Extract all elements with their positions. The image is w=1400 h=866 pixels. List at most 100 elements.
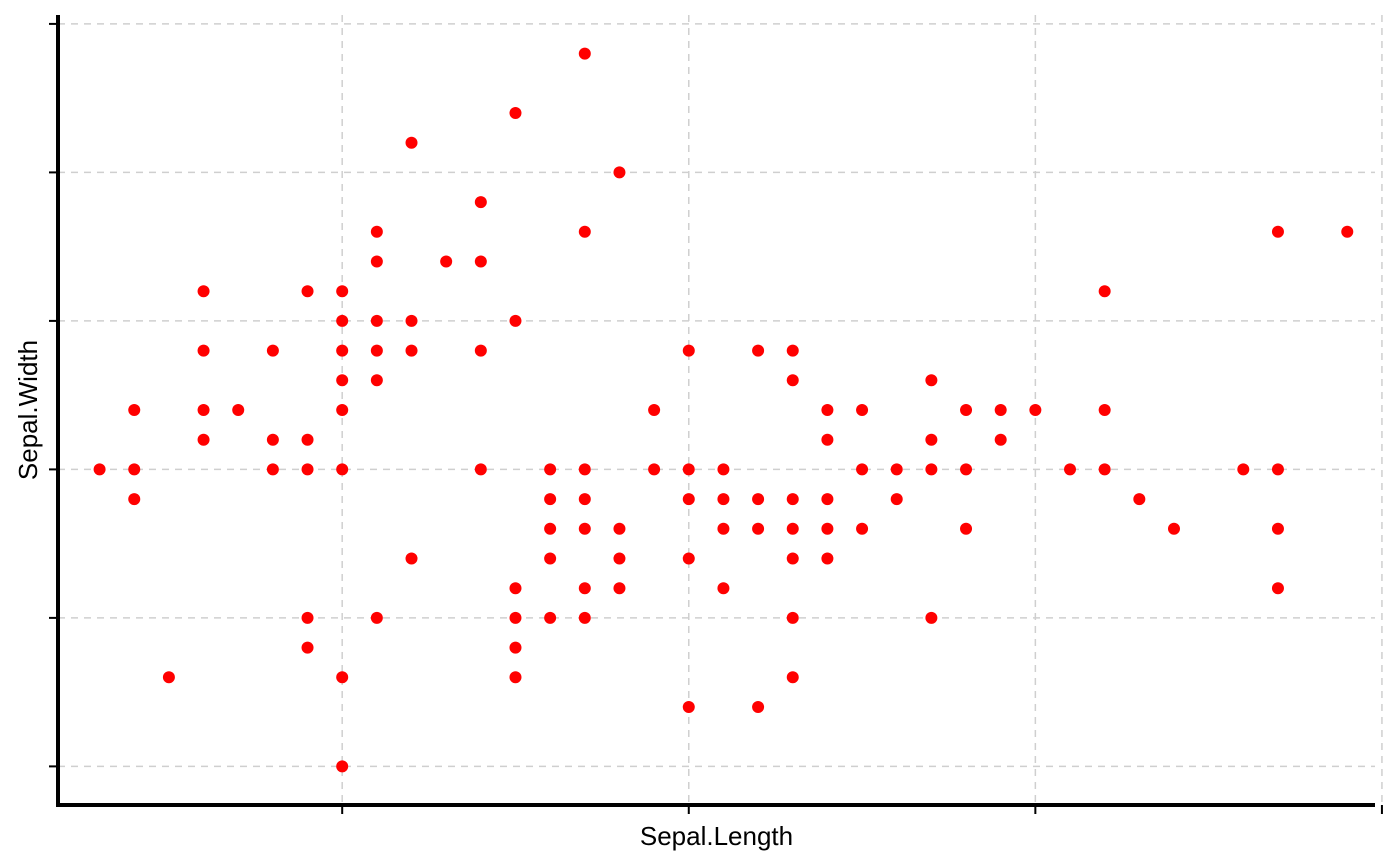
data-point	[509, 641, 522, 654]
data-point	[301, 433, 314, 446]
x-axis-title: Sepal.Length	[640, 821, 793, 851]
data-points	[93, 47, 1354, 773]
data-point	[752, 700, 765, 713]
data-point	[578, 463, 591, 476]
data-point	[197, 285, 210, 298]
data-point	[682, 552, 695, 565]
data-point	[336, 344, 349, 357]
data-point	[890, 493, 903, 506]
data-point	[925, 374, 938, 387]
data-point	[682, 344, 695, 357]
data-point	[336, 314, 349, 327]
data-point	[1167, 522, 1180, 535]
data-point	[1237, 463, 1250, 476]
data-point	[960, 463, 973, 476]
data-point	[717, 522, 730, 535]
data-point	[509, 671, 522, 684]
data-point	[821, 493, 834, 506]
data-point	[717, 493, 730, 506]
data-point	[821, 522, 834, 535]
data-point	[786, 344, 799, 357]
data-point	[197, 344, 210, 357]
data-point	[1271, 463, 1284, 476]
data-point	[266, 463, 279, 476]
data-point	[648, 463, 661, 476]
data-point	[856, 404, 869, 416]
data-point	[370, 374, 383, 387]
data-point	[578, 582, 591, 595]
data-point	[578, 493, 591, 506]
data-point	[1098, 463, 1111, 476]
data-point	[474, 344, 487, 357]
data-point	[994, 433, 1007, 446]
data-point	[544, 493, 557, 506]
data-point	[1271, 225, 1284, 238]
data-point	[266, 344, 279, 357]
data-point	[301, 611, 314, 624]
data-point	[856, 522, 869, 535]
data-point	[162, 671, 175, 684]
data-point	[717, 582, 730, 595]
data-point	[821, 404, 834, 416]
data-point	[128, 463, 141, 476]
data-point	[578, 611, 591, 624]
data-point	[925, 463, 938, 476]
data-point	[752, 522, 765, 535]
data-point	[128, 493, 141, 506]
data-point	[578, 225, 591, 238]
data-point	[301, 463, 314, 476]
data-point	[266, 433, 279, 446]
data-point	[405, 314, 418, 327]
data-point	[509, 611, 522, 624]
data-point	[474, 196, 487, 209]
data-point	[717, 463, 730, 476]
data-point	[336, 374, 349, 387]
data-point	[613, 582, 626, 595]
data-point	[613, 522, 626, 535]
data-point	[197, 404, 210, 416]
axis-ticks	[49, 22, 1383, 814]
data-point	[197, 433, 210, 446]
data-point	[544, 611, 557, 624]
data-point	[682, 700, 695, 713]
data-point	[336, 285, 349, 298]
data-point	[93, 463, 106, 476]
data-point	[1341, 225, 1354, 238]
data-point	[370, 225, 383, 238]
data-point	[752, 493, 765, 506]
data-point	[648, 404, 661, 416]
data-point	[786, 611, 799, 624]
data-point	[336, 404, 349, 416]
data-point	[856, 463, 869, 476]
data-point	[578, 47, 591, 60]
data-point	[509, 314, 522, 327]
data-point	[474, 255, 487, 268]
data-point	[336, 463, 349, 476]
data-point	[544, 463, 557, 476]
data-point	[821, 433, 834, 446]
data-point	[994, 404, 1007, 416]
data-point	[613, 552, 626, 565]
data-point	[440, 255, 453, 268]
data-point	[786, 493, 799, 506]
data-point	[925, 433, 938, 446]
data-point	[509, 107, 522, 120]
data-point	[821, 552, 834, 565]
data-point	[544, 552, 557, 565]
data-point	[405, 344, 418, 357]
data-point	[786, 671, 799, 684]
data-point	[786, 522, 799, 535]
data-point	[1098, 404, 1111, 416]
data-point	[1271, 582, 1284, 595]
data-point	[370, 255, 383, 268]
data-point	[301, 285, 314, 298]
data-point	[960, 522, 973, 535]
data-point	[925, 611, 938, 624]
y-axis-title: Sepal.Width	[13, 340, 43, 480]
data-point	[960, 404, 973, 416]
data-point	[682, 493, 695, 506]
data-point	[405, 552, 418, 565]
data-point	[613, 166, 626, 179]
data-point	[1133, 493, 1146, 506]
